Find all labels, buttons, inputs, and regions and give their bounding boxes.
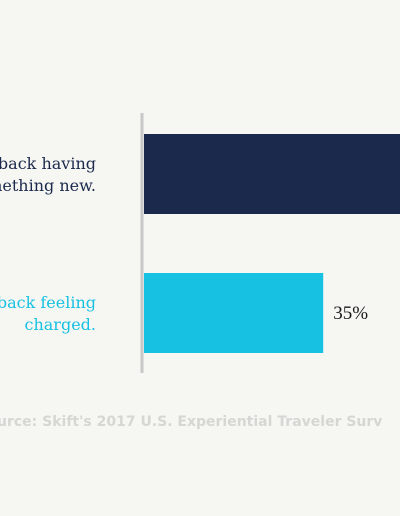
value-labels: 35% xyxy=(333,303,368,324)
category-labels: back having nething new. back feeling charg… xyxy=(0,154,96,334)
bars xyxy=(144,134,400,353)
value-label-2: 35% xyxy=(333,303,368,324)
category-label-1: back having nething new. xyxy=(0,154,96,195)
bar-2 xyxy=(144,273,324,353)
bar-1 xyxy=(144,134,400,214)
source-note: urce: Skift's 2017 U.S. Experiential Tra… xyxy=(0,414,382,430)
category-label-2: back feeling charged. xyxy=(0,293,96,334)
